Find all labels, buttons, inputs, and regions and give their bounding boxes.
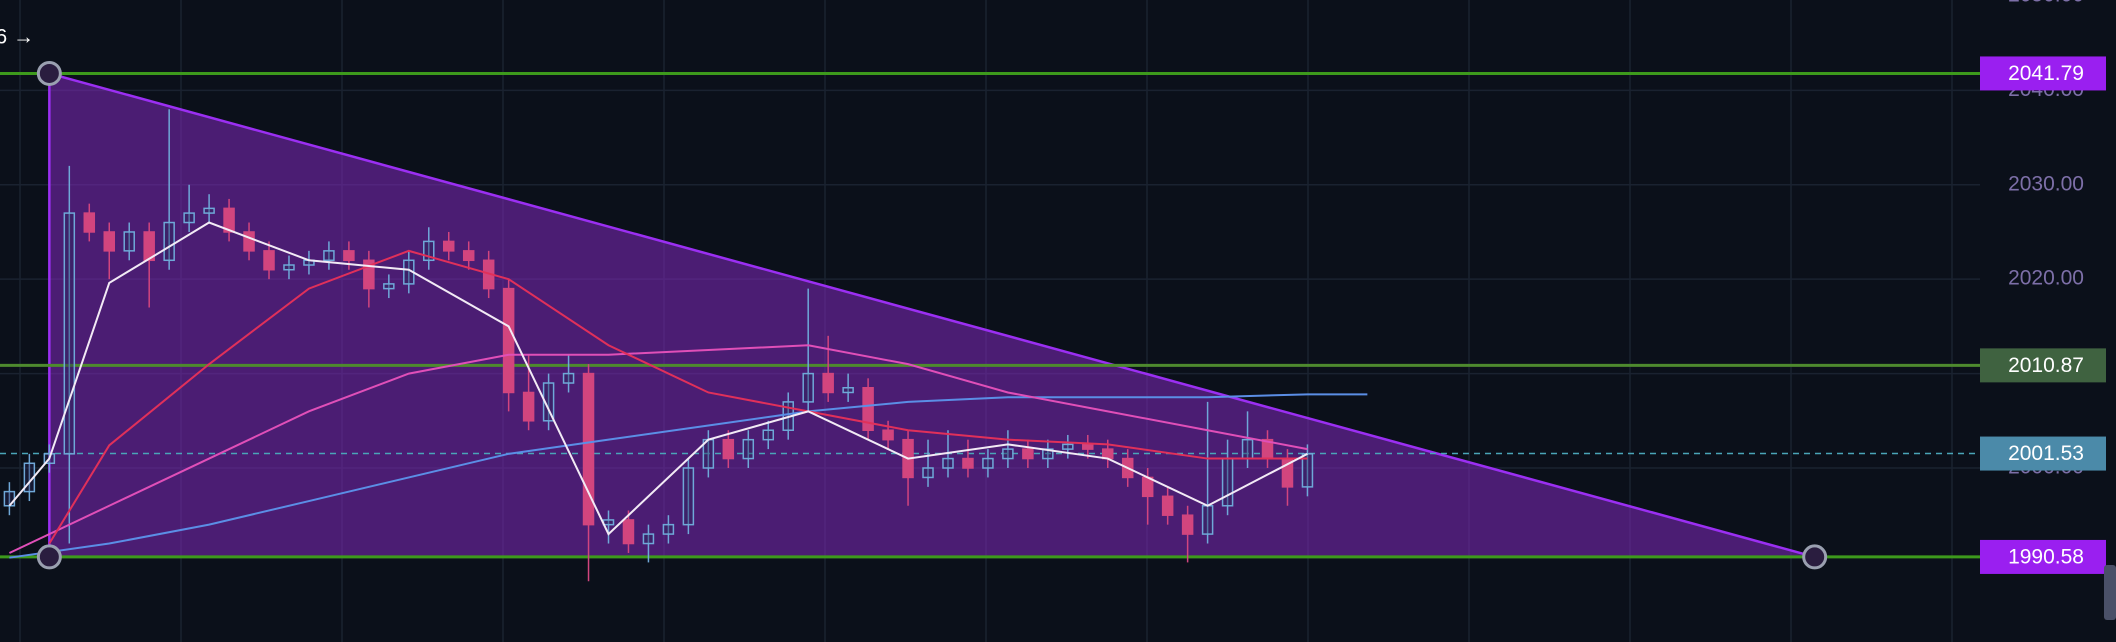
candle-body xyxy=(323,250,335,262)
candle-body xyxy=(1002,448,1014,460)
annotation: 36 → xyxy=(0,26,34,49)
candle-body xyxy=(283,264,295,271)
price-tag xyxy=(1980,56,2106,91)
candle-body xyxy=(722,438,735,460)
candle-body xyxy=(1141,476,1154,498)
candle-body xyxy=(183,212,195,224)
candle-body xyxy=(762,429,775,441)
candle-body xyxy=(442,240,455,252)
candle-body xyxy=(522,391,535,422)
triangle-handle xyxy=(36,544,62,570)
candle-body xyxy=(682,467,695,526)
candle-body xyxy=(982,457,994,469)
candle-body xyxy=(1161,495,1174,516)
candle-body xyxy=(862,386,874,431)
candle-body xyxy=(842,386,854,394)
candle-body xyxy=(922,467,934,479)
candle-body xyxy=(662,523,675,535)
triangle-handle xyxy=(1802,544,1828,570)
candle-body xyxy=(143,231,155,262)
y-tick-label: 2050.00 xyxy=(2008,0,2084,6)
candle-body xyxy=(822,372,834,394)
candle-body xyxy=(3,490,16,507)
scroll-handle[interactable] xyxy=(2104,565,2116,620)
candle-body xyxy=(1201,505,1214,535)
candle-body xyxy=(63,212,76,455)
ma-line xyxy=(8,221,1308,536)
candle-body xyxy=(582,372,595,526)
candle-body xyxy=(502,287,515,394)
candle-body xyxy=(882,429,894,441)
candle-body xyxy=(942,457,954,469)
price-tag-label: 1990.58 xyxy=(2008,545,2084,568)
candle-body xyxy=(542,382,555,422)
candle-body xyxy=(742,438,755,460)
candle-body xyxy=(383,283,395,290)
candle-body xyxy=(1062,443,1074,450)
price-tag xyxy=(1980,348,2106,383)
candle-body xyxy=(802,372,814,403)
candle-body xyxy=(562,372,575,384)
candle-body xyxy=(343,250,355,262)
candle-body xyxy=(103,231,115,252)
candle-body xyxy=(423,240,435,262)
candle-body xyxy=(1082,443,1094,450)
candle-body xyxy=(243,231,255,252)
plot: 2000.002010.002020.002030.002040.002050.… xyxy=(0,0,2106,582)
candle-body xyxy=(462,250,475,262)
candle-body xyxy=(1181,514,1194,535)
candle-body xyxy=(163,221,175,262)
candle-body xyxy=(363,259,375,290)
candle-body xyxy=(602,519,615,526)
candle-body xyxy=(123,231,135,252)
y-tick-label: 2020.00 xyxy=(2008,267,2084,290)
price-tag-label: 2010.87 xyxy=(2008,354,2084,377)
candle-body xyxy=(622,519,635,545)
price-tag-label: 2041.79 xyxy=(2008,62,2084,85)
candle-body xyxy=(962,457,974,469)
price-tag-label: 2001.53 xyxy=(2008,442,2084,465)
candle-body xyxy=(1221,457,1234,507)
y-tick-label: 2030.00 xyxy=(2008,172,2084,195)
triangle-handle xyxy=(36,60,62,86)
candle-body xyxy=(1022,448,1034,460)
candle-body xyxy=(203,207,215,214)
ma-line xyxy=(8,344,1308,554)
price-tag xyxy=(1980,539,2106,574)
candle-body xyxy=(263,250,275,271)
candle-body xyxy=(1241,438,1254,460)
candle-body xyxy=(223,207,235,233)
candle-body xyxy=(83,212,96,233)
ma-line xyxy=(48,249,1308,545)
price-tag xyxy=(1980,436,2106,471)
ma-line xyxy=(9,393,1368,559)
candle-body xyxy=(642,533,655,545)
